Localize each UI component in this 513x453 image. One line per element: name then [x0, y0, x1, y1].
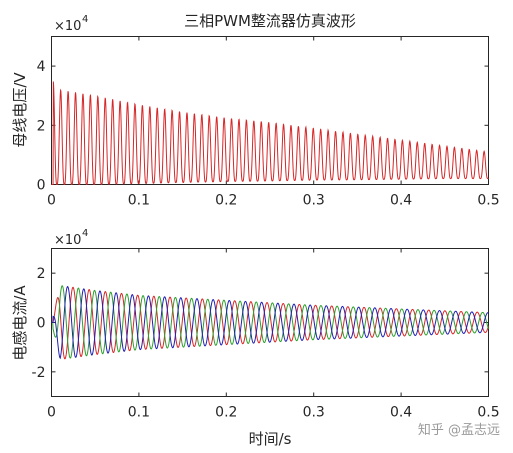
top-y-tick-label: 2 — [37, 118, 46, 134]
inductor-current-series-2 — [51, 285, 489, 359]
bottom-x-tick-label: 0.3 — [303, 405, 325, 421]
top-x-tick-label: 0.1 — [128, 193, 150, 209]
bottom-x-tick-label: 0.2 — [215, 405, 237, 421]
top-axes: 三相PWM整流器仿真波形 ×10 4 0 0.1 0.2 0.3 0.4 0.5 0 2 4 母… — [11, 12, 500, 209]
bottom-y-axis-label: 电感电流/A — [11, 285, 29, 361]
bottom-y-exponent-power: 4 — [82, 228, 88, 239]
bottom-series — [51, 285, 489, 360]
bottom-y-tick-label: 2 — [37, 266, 46, 282]
top-y-exponent-power: 4 — [82, 14, 88, 25]
bottom-ticks: 0 0.1 0.2 0.3 0.4 0.5 -2 0 2 — [32, 248, 500, 421]
top-x-tick-label: 0.2 — [215, 193, 237, 209]
top-x-tick-label: 0 — [47, 193, 56, 209]
top-ticks: 0 0.1 0.2 0.3 0.4 0.5 0 2 4 — [37, 36, 500, 209]
chart-title: 三相PWM整流器仿真波形 — [184, 12, 356, 30]
top-y-axis-label: 母线电压/V — [11, 72, 29, 148]
bus-voltage-series — [51, 81, 489, 186]
top-x-tick-label: 0.4 — [390, 193, 412, 209]
inductor-current-series-3 — [51, 286, 489, 360]
top-y-tick-label: 4 — [37, 59, 46, 75]
bottom-x-tick-label: 0.4 — [390, 405, 412, 421]
bottom-y-exponent-base: ×10 — [54, 233, 81, 248]
bottom-y-exponent: ×10 4 — [54, 228, 88, 248]
bottom-x-tick-label: 0 — [47, 405, 56, 421]
watermark-text: 知乎 @孟志远 — [418, 422, 500, 438]
top-series — [51, 81, 489, 186]
bottom-x-tick-label: 0.5 — [477, 405, 499, 421]
top-x-tick-label: 0.3 — [303, 193, 325, 209]
bottom-x-axis-label: 时间/s — [249, 430, 292, 448]
bottom-axes: ×10 4 0 0.1 0.2 0.3 0.4 0.5 -2 0 2 电感电流/A 时间/s — [11, 228, 500, 448]
top-y-exponent-base: ×10 — [54, 19, 81, 34]
bottom-x-tick-label: 0.1 — [128, 405, 150, 421]
bottom-y-tick-label: -2 — [32, 365, 46, 381]
top-y-exponent: ×10 4 — [54, 14, 88, 34]
bottom-y-tick-label: 0 — [37, 316, 46, 332]
top-y-tick-label: 0 — [37, 178, 46, 194]
top-plot-frame — [51, 36, 489, 185]
top-x-tick-label: 0.5 — [477, 193, 499, 209]
